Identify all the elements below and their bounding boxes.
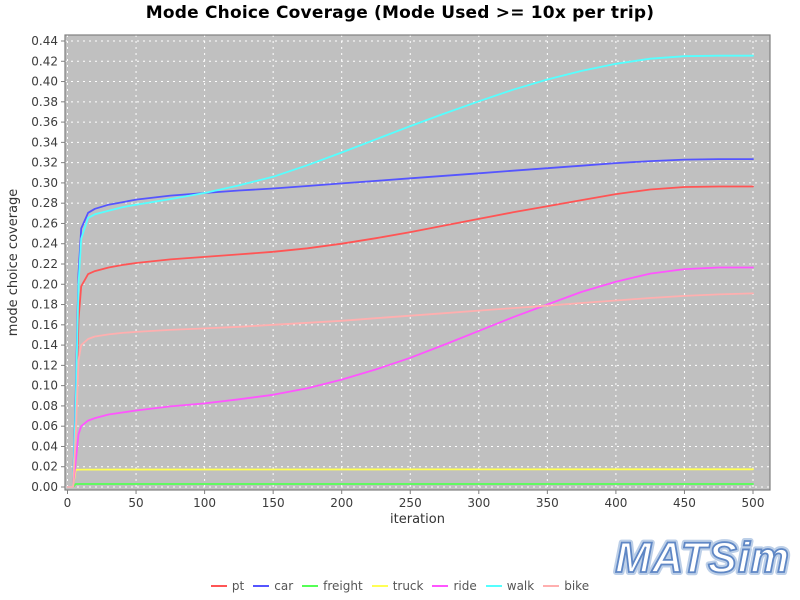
y-tick-label: 0.24 (31, 237, 58, 251)
y-tick-label: 0.04 (31, 439, 58, 453)
x-tick-label: 450 (673, 496, 696, 510)
legend-swatch-pt (210, 585, 227, 587)
y-tick-label: 0.08 (31, 399, 58, 413)
x-tick-label: 250 (399, 496, 422, 510)
series-line-car (66, 158, 754, 488)
legend-label-ride: ride (453, 579, 477, 593)
legend-label-freight: freight (323, 579, 363, 593)
legend-item-bike: bike (543, 579, 589, 593)
series-line-bike (66, 292, 754, 488)
legend-label-pt: pt (231, 579, 245, 593)
series-line-walk (66, 54, 754, 488)
y-tick-label: 0.44 (31, 34, 58, 48)
legend-swatch-truck (371, 585, 388, 587)
legend-label-walk: walk (506, 579, 535, 593)
legend-item-ride: ride (432, 579, 477, 593)
y-tick-label: 0.22 (31, 257, 58, 271)
y-tick-label: 0.40 (31, 75, 58, 89)
x-tick-label: 150 (262, 496, 285, 510)
series-line-pt (66, 185, 754, 488)
matsim-logo-text: MATSim (615, 534, 790, 582)
y-tick-label: 0.06 (31, 419, 58, 433)
legend-item-truck: truck (371, 579, 424, 593)
y-tick-label: 0.32 (31, 156, 58, 170)
legend-label-truck: truck (392, 579, 424, 593)
y-tick-label: 0.12 (31, 358, 58, 372)
series-line-ride (66, 266, 754, 488)
y-tick-label: 0.10 (31, 379, 58, 393)
legend-swatch-ride (432, 585, 449, 587)
y-tick-label: 0.30 (31, 176, 58, 190)
y-tick-label: 0.42 (31, 54, 58, 68)
matsim-logo: MATSim MATSim (612, 534, 792, 582)
x-tick-label: 0 (64, 496, 72, 510)
y-tick-label: 0.18 (31, 298, 58, 312)
legend-swatch-bike (543, 585, 560, 587)
x-tick-label: 200 (330, 496, 353, 510)
legend-item-walk: walk (485, 579, 535, 593)
y-tick-label: 0.38 (31, 95, 58, 109)
legend-swatch-walk (485, 585, 502, 587)
legend-swatch-freight (302, 585, 319, 587)
plot-border (64, 34, 771, 491)
x-tick-label: 400 (604, 496, 627, 510)
x-tick-label: 350 (536, 496, 559, 510)
y-tick-label: 0.36 (31, 115, 58, 129)
x-tick-label: 100 (193, 496, 216, 510)
legend-label-car: car (274, 579, 294, 593)
y-tick-label: 0.34 (31, 135, 58, 149)
legend-item-car: car (253, 579, 293, 593)
y-tick-label: 0.26 (31, 216, 58, 230)
legend-item-freight: freight (302, 579, 363, 593)
y-tick-label: 0.14 (31, 338, 58, 352)
y-tick-label: 0.00 (31, 480, 58, 494)
x-tick-label: 50 (128, 496, 143, 510)
legend: pt car freight truck ride walk bike (0, 579, 800, 593)
legend-item-pt: pt (210, 579, 245, 593)
x-axis-label: iteration (390, 512, 445, 527)
y-tick-label: 0.20 (31, 277, 58, 291)
y-tick-label: 0.02 (31, 460, 58, 474)
x-tick-label: 300 (467, 496, 490, 510)
legend-swatch-car (253, 585, 270, 587)
x-tick-label: 500 (742, 496, 765, 510)
legend-label-bike: bike (564, 579, 590, 593)
y-axis-label: mode choice coverage (6, 189, 21, 337)
plot-background (65, 35, 770, 490)
chart-title: Mode Choice Coverage (Mode Used >= 10x p… (145, 3, 655, 23)
y-tick-label: 0.28 (31, 196, 58, 210)
matsim-logo-halo: MATSim (615, 534, 790, 582)
y-tick-label: 0.16 (31, 318, 58, 332)
